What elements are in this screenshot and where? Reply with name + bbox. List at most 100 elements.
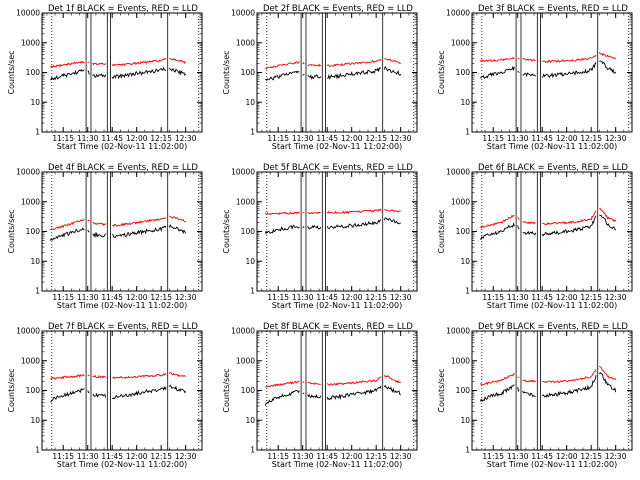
y-tick-label: 100 <box>241 68 256 77</box>
x-tick-label: 12:30 <box>605 293 627 302</box>
y-tick-label: 10 <box>245 98 255 107</box>
y-tick-label: 1000 <box>21 38 40 47</box>
y-tick-label: 1 <box>35 287 40 296</box>
y-tick-label: 10 <box>460 98 470 107</box>
x-tick-label: 12:30 <box>390 452 412 461</box>
y-tick-label: 10 <box>30 257 40 266</box>
x-tick-label: 11:45 <box>101 452 123 461</box>
x-tick-label: 12:00 <box>556 452 578 461</box>
y-tick-label: 10 <box>460 257 470 266</box>
x-axis-label: Start Time (02-Nov-11 11:02:00) <box>57 460 187 469</box>
series-events <box>480 60 617 80</box>
x-axis-label: Start Time (02-Nov-11 11:02:00) <box>487 460 617 469</box>
series-lld <box>264 208 401 216</box>
panel-7: Det 7f BLACK = Events, RED = LLD 1 10 100 10… <box>7 322 203 469</box>
panel-title: Det 2f BLACK = Events, RED = LLD <box>263 4 413 14</box>
panel-title: Det 1f BLACK = Events, RED = LLD <box>48 4 198 14</box>
x-tick-label: 11:15 <box>267 134 289 143</box>
y-tick-label: 10000 <box>16 327 40 336</box>
x-tick-label: 11:30 <box>292 452 314 461</box>
y-tick-label: 1000 <box>236 356 255 365</box>
x-tick-label: 11:15 <box>52 452 74 461</box>
y-tick-label: 10 <box>30 98 40 107</box>
x-tick-label: 12:00 <box>341 293 363 302</box>
y-axis-label: Counts/sec <box>222 368 231 412</box>
panel-title: Det 8f BLACK = Events, RED = LLD <box>263 322 413 332</box>
series-lld <box>479 365 617 386</box>
x-tick-label: 12:15 <box>150 452 172 461</box>
x-tick-label: 12:30 <box>175 293 197 302</box>
y-tick-label: 100 <box>26 68 41 77</box>
y-tick-label: 1 <box>250 128 255 137</box>
x-tick-label: 12:30 <box>605 452 627 461</box>
panel-5: Det 5f BLACK = Events, RED = LLD 1 10 100 10… <box>222 163 418 310</box>
plot-frame <box>256 171 418 292</box>
x-axis-label: Start Time (02-Nov-11 11:02:00) <box>272 142 402 151</box>
y-tick-label: 10000 <box>231 327 255 336</box>
x-tick-label: 12:00 <box>556 293 578 302</box>
series-events <box>50 66 187 81</box>
x-tick-label: 12:00 <box>556 134 578 143</box>
x-tick-label: 11:45 <box>316 452 338 461</box>
x-tick-label: 11:30 <box>507 134 529 143</box>
y-tick-label: 10000 <box>16 168 40 177</box>
x-tick-label: 12:15 <box>580 452 602 461</box>
panel-6: Det 6f BLACK = Events, RED = LLD 1 10 100 10… <box>437 163 633 310</box>
x-tick-label: 11:30 <box>507 293 529 302</box>
x-tick-label: 12:30 <box>390 134 412 143</box>
x-tick-label: 12:15 <box>365 452 387 461</box>
x-axis-label: Start Time (02-Nov-11 11:02:00) <box>272 301 402 310</box>
y-tick-label: 1 <box>250 287 255 296</box>
series-events <box>479 371 617 403</box>
y-tick-label: 1 <box>250 446 255 455</box>
series-events <box>49 223 187 241</box>
y-tick-label: 10000 <box>231 9 255 18</box>
y-tick-label: 1000 <box>451 197 470 206</box>
y-tick-label: 10000 <box>446 9 470 18</box>
x-tick-label: 11:15 <box>52 293 74 302</box>
x-tick-label: 11:30 <box>77 452 99 461</box>
x-tick-label: 12:30 <box>390 293 412 302</box>
x-tick-label: 11:45 <box>101 134 123 143</box>
y-axis-label: Counts/sec <box>437 368 446 412</box>
x-tick-label: 12:00 <box>126 452 148 461</box>
y-axis-label: Counts/sec <box>7 50 16 94</box>
x-tick-label: 11:30 <box>292 134 314 143</box>
x-axis-label: Start Time (02-Nov-11 11:02:00) <box>487 142 617 151</box>
x-tick-label: 11:30 <box>77 293 99 302</box>
y-tick-label: 100 <box>26 386 41 395</box>
x-tick-label: 12:00 <box>126 293 148 302</box>
y-tick-label: 10 <box>245 257 255 266</box>
y-axis-label: Counts/sec <box>437 50 446 94</box>
x-tick-label: 11:15 <box>482 293 504 302</box>
x-tick-label: 12:00 <box>341 134 363 143</box>
x-axis-label: Start Time (02-Nov-11 11:02:00) <box>272 460 402 469</box>
y-axis-label: Counts/sec <box>7 209 16 253</box>
y-tick-label: 1 <box>465 446 470 455</box>
series-events <box>50 384 187 403</box>
plot-frame <box>41 171 203 292</box>
x-tick-label: 12:00 <box>126 134 148 143</box>
x-tick-label: 11:45 <box>531 293 553 302</box>
x-tick-label: 11:45 <box>316 293 338 302</box>
y-axis-label: Counts/sec <box>7 368 16 412</box>
y-tick-label: 100 <box>241 227 256 236</box>
panel-title: Det 6f BLACK = Events, RED = LLD <box>478 163 628 173</box>
series-lld <box>50 57 187 68</box>
plot-frame <box>256 12 418 133</box>
panel-4: Det 4f BLACK = Events, RED = LLD 1 10 100 10… <box>7 163 203 310</box>
x-axis-label: Start Time (02-Nov-11 11:02:00) <box>487 301 617 310</box>
y-tick-label: 1000 <box>21 197 40 206</box>
y-tick-label: 100 <box>456 68 471 77</box>
y-tick-label: 10000 <box>231 168 255 177</box>
y-tick-label: 1 <box>465 128 470 137</box>
x-axis-label: Start Time (02-Nov-11 11:02:00) <box>57 301 187 310</box>
panel-9: Det 9f BLACK = Events, RED = LLD 1 10 100 10… <box>437 322 633 469</box>
panel-title: Det 7f BLACK = Events, RED = LLD <box>48 322 198 332</box>
x-tick-label: 11:45 <box>316 134 338 143</box>
panel-1: Det 1f BLACK = Events, RED = LLD 1 10 100 10… <box>7 4 203 151</box>
y-tick-label: 1000 <box>451 356 470 365</box>
y-tick-label: 10 <box>30 416 40 425</box>
series-lld <box>264 374 401 388</box>
x-tick-label: 12:15 <box>150 134 172 143</box>
